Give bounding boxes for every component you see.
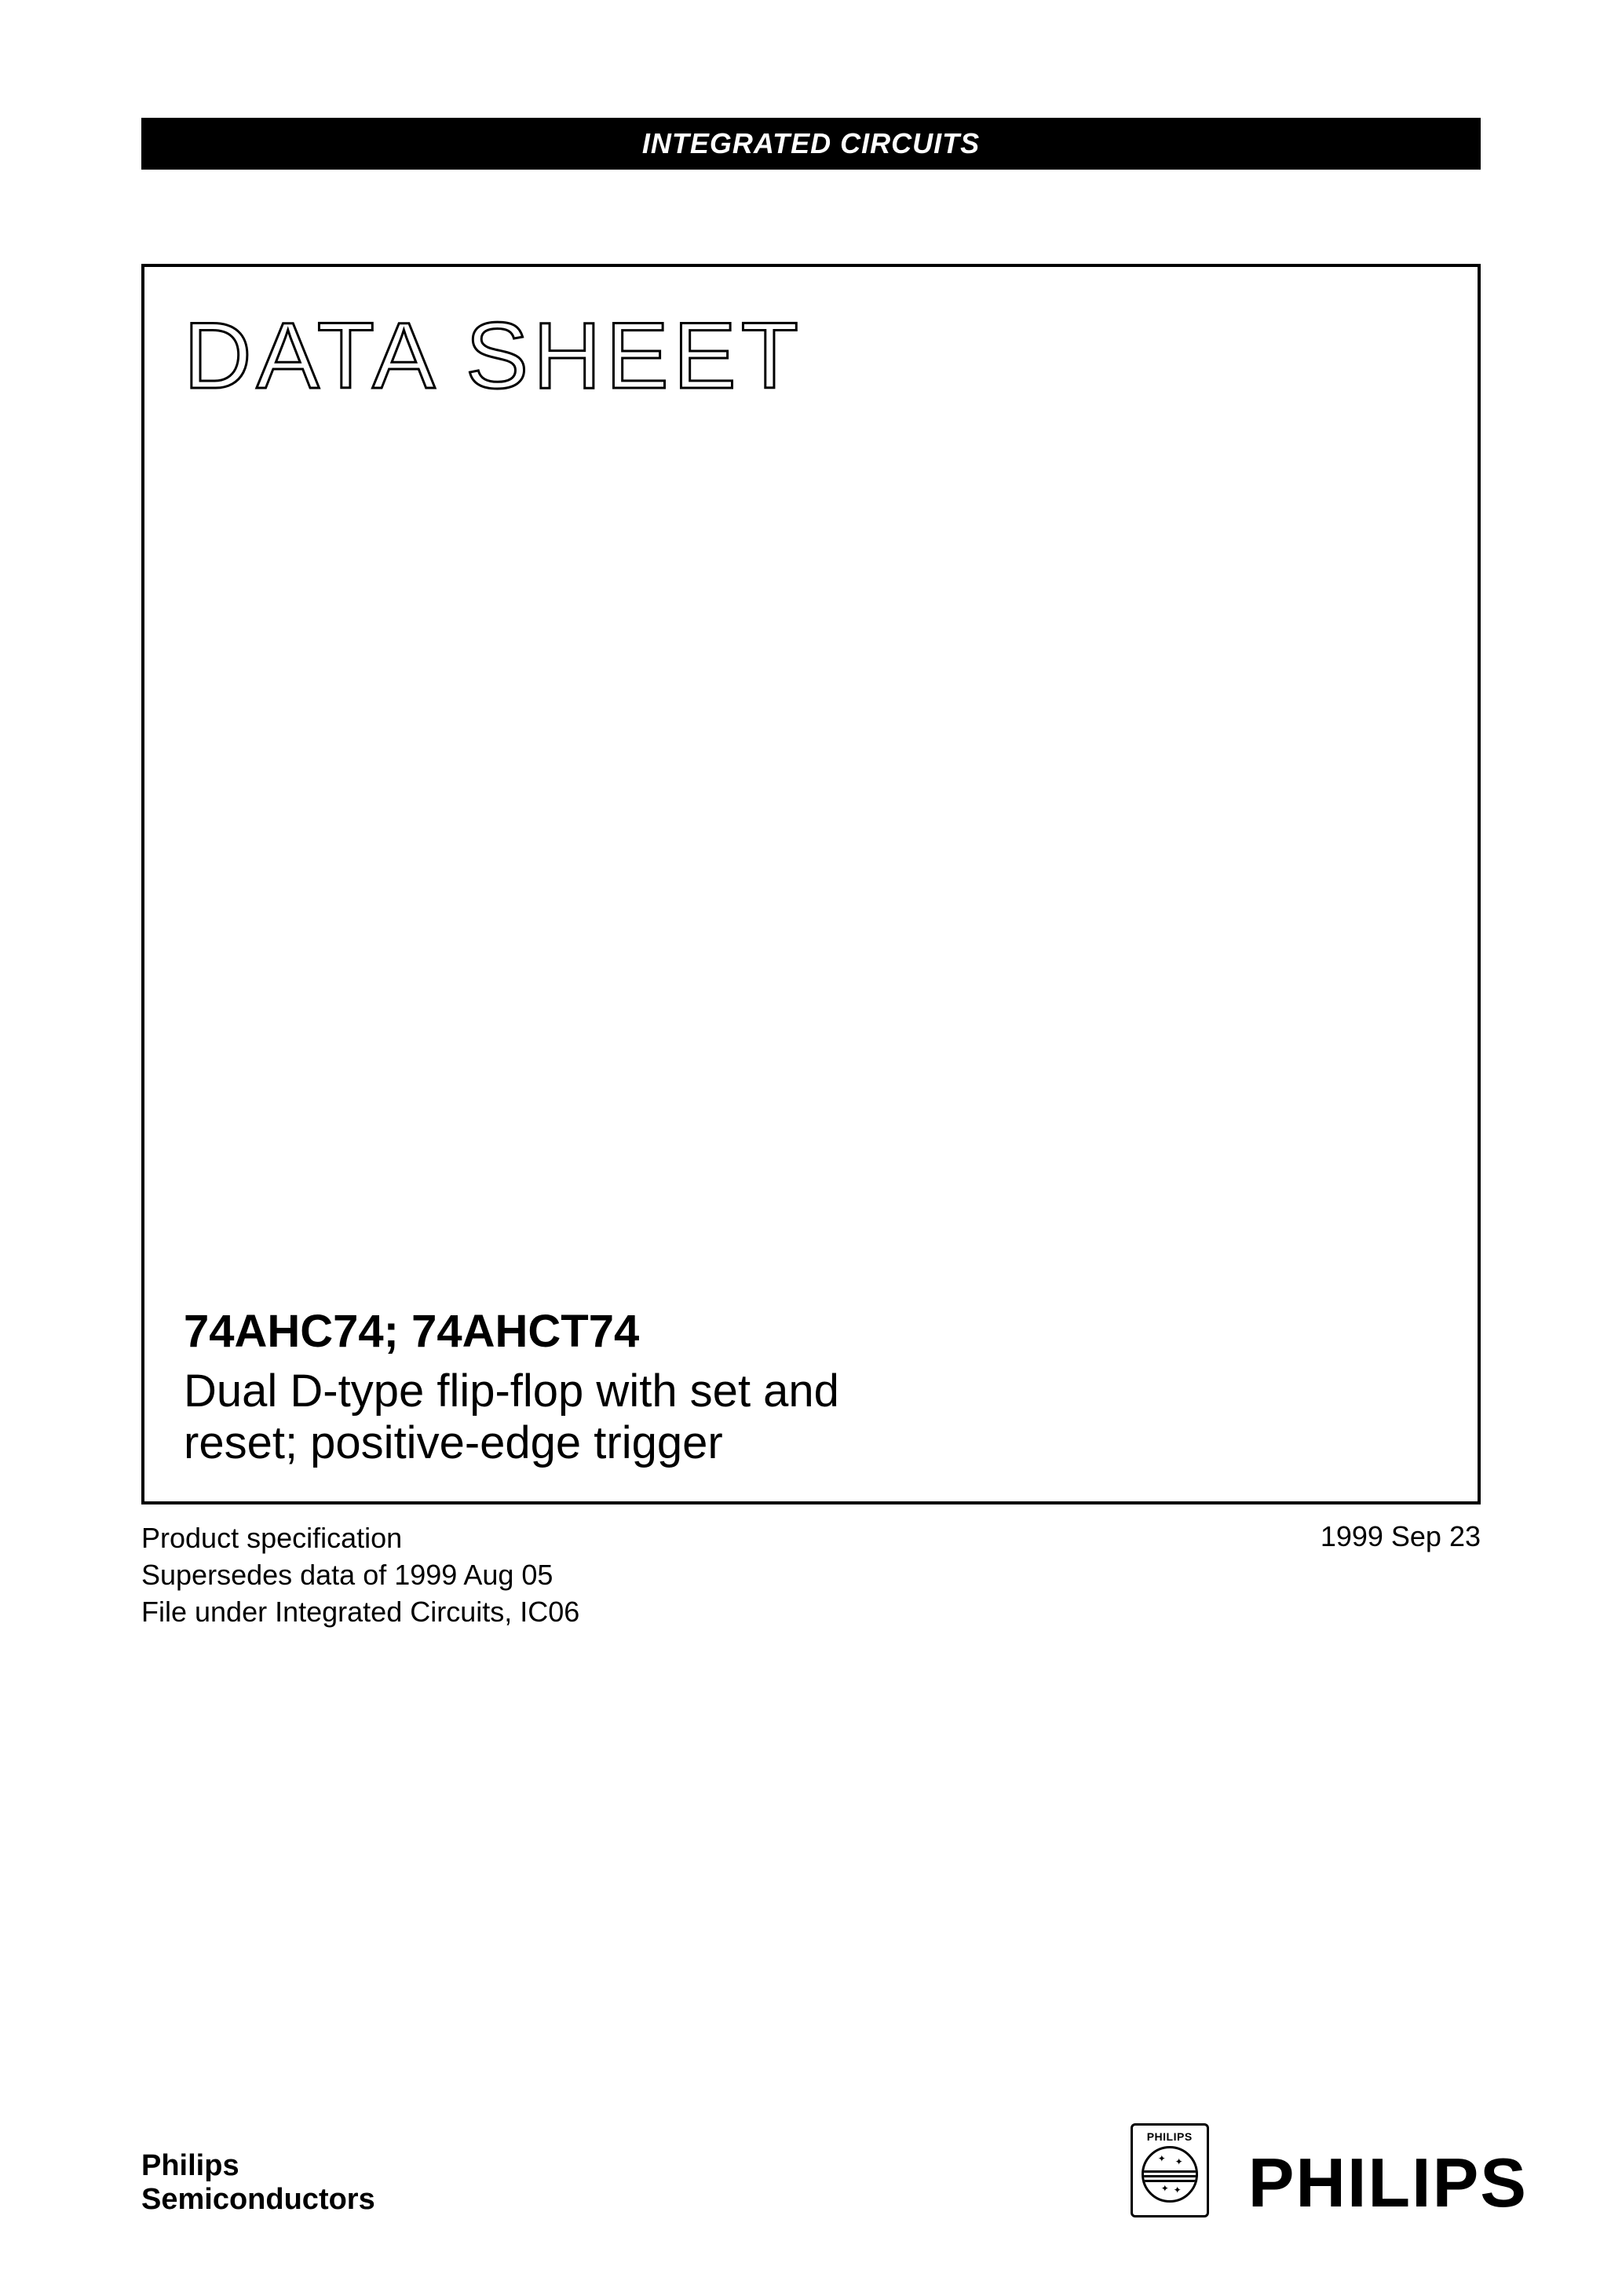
part-numbers: 74AHC74; 74AHCT74 (184, 1305, 1438, 1358)
metadata-left: Product specification Supersedes data of… (141, 1520, 579, 1630)
description-line2: reset; positive-edge trigger (184, 1417, 723, 1468)
metadata-row: Product specification Supersedes data of… (141, 1520, 1481, 1630)
division-line1: Philips (141, 2149, 239, 2182)
footer-row: Philips Semiconductors PHILIPS ✦ ✦ ✦ ✦ P… (141, 2123, 1528, 2217)
philips-shield-icon: PHILIPS ✦ ✦ ✦ ✦ (1131, 2123, 1209, 2217)
file-under-text: File under Integrated Circuits, IC06 (141, 1596, 579, 1628)
shield-text: PHILIPS (1147, 2130, 1193, 2143)
division-line2: Semiconductors (141, 2183, 375, 2216)
page-container: INTEGRATED CIRCUITS DATA SHEET 74AHC74; … (0, 0, 1622, 2296)
product-description: Dual D-type flip-flop with set and reset… (184, 1366, 1438, 1470)
main-content-box: DATA SHEET 74AHC74; 74AHCT74 Dual D-type… (141, 264, 1481, 1504)
data-sheet-title: DATA SHEET (184, 302, 1438, 410)
supersedes-text: Supersedes data of 1999 Aug 05 (141, 1559, 553, 1591)
header-banner-text: INTEGRATED CIRCUITS (642, 127, 980, 159)
product-info-block: 74AHC74; 74AHCT74 Dual D-type flip-flop … (184, 1305, 1438, 1470)
header-banner: INTEGRATED CIRCUITS (141, 118, 1481, 170)
philips-wordmark: PHILIPS (1248, 2148, 1528, 2217)
footer-division: Philips Semiconductors (141, 2149, 375, 2217)
description-line1: Dual D-type flip-flop with set and (184, 1366, 839, 1417)
spec-label: Product specification (141, 1522, 402, 1554)
footer-branding: PHILIPS ✦ ✦ ✦ ✦ PHILIPS (1131, 2123, 1528, 2217)
shield-circle-icon: ✦ ✦ ✦ ✦ (1142, 2146, 1198, 2203)
metadata-date: 1999 Sep 23 (1321, 1520, 1481, 1630)
